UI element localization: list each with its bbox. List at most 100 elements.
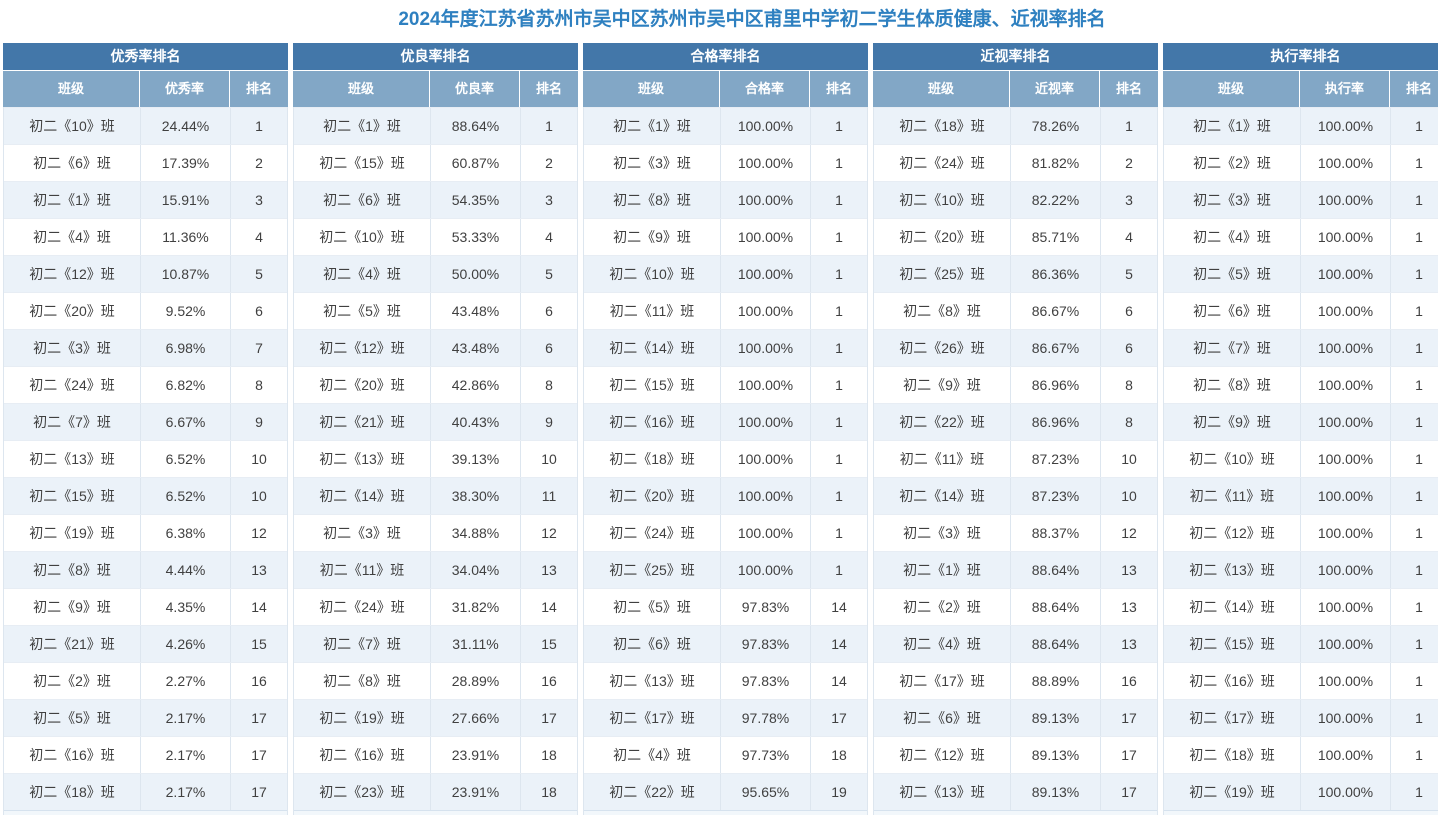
rank-cell: 2 — [1125, 155, 1133, 171]
rank-cell: 1 — [835, 229, 843, 245]
ranking-table-4: 近视率排名 班级 近视率 排名 初二《18》班 78.26% 1 初二《24》班 81.82% 2… — [873, 43, 1158, 815]
class-cell: 初二《5》班 — [294, 293, 431, 329]
rank-cell: 1 — [835, 118, 843, 134]
rate-cell: 6.38% — [141, 515, 231, 551]
rate-cell: 6.98% — [141, 330, 231, 366]
rank-cell: 12 — [1121, 525, 1137, 541]
class-cell: 初二《15》班 — [4, 478, 141, 514]
rank-cell: 1 — [1125, 118, 1133, 134]
rate-cell: 28.89% — [431, 663, 521, 699]
rate-cell: 34.88% — [431, 515, 521, 551]
table-row: 初二《18》班 100.00% 1 — [584, 440, 867, 477]
class-cell: 初二《13》班 — [584, 663, 721, 699]
table-row: 初二《20》班 100.00% 1 — [584, 477, 867, 514]
table-body: 初二《1》班 88.64% 1 初二《15》班 60.87% 2 初二《6》班 54.35% 3… — [293, 107, 578, 815]
table-row: 初二《17》班 100.00% 1 — [1164, 699, 1438, 736]
rank-cell: 10 — [251, 488, 267, 504]
rank-cell: 17 — [541, 710, 557, 726]
rate-cell: 81.82% — [1011, 145, 1101, 181]
rank-cell: 1 — [1415, 710, 1423, 726]
table-row: 初二《25》班 100.00% 1 — [584, 551, 867, 588]
rate-cell: 100.00% — [721, 182, 811, 218]
rate-cell: 100.00% — [1301, 108, 1391, 144]
table-row: 初二《9》班 100.00% 1 — [584, 218, 867, 255]
rate-cell: 100.00% — [721, 293, 811, 329]
clipped-row — [1164, 810, 1438, 815]
rank-cell: 12 — [541, 525, 557, 541]
rate-cell: 100.00% — [1301, 330, 1391, 366]
table-row: 初二《22》班 95.65% 19 — [584, 773, 867, 810]
rate-cell: 4.26% — [141, 626, 231, 662]
rank-cell: 17 — [1121, 710, 1137, 726]
table-row: 初二《3》班 100.00% 1 — [1164, 181, 1438, 218]
rank-cell: 1 — [545, 118, 553, 134]
rank-cell: 1 — [1415, 784, 1423, 800]
rank-cell: 1 — [835, 377, 843, 393]
table-row: 初二《10》班 24.44% 1 — [4, 107, 287, 144]
class-cell: 初二《13》班 — [4, 441, 141, 477]
table-row: 初二《6》班 97.83% 14 — [584, 625, 867, 662]
table-row: 初二《19》班 100.00% 1 — [1164, 773, 1438, 810]
rank-cell: 1 — [1415, 340, 1423, 356]
rate-cell: 88.64% — [1011, 626, 1101, 662]
rank-cell: 10 — [1121, 488, 1137, 504]
table-row: 初二《16》班 23.91% 18 — [294, 736, 577, 773]
rate-cell: 100.00% — [1301, 515, 1391, 551]
class-cell: 初二《3》班 — [1164, 182, 1301, 218]
table-row: 初二《21》班 40.43% 9 — [294, 403, 577, 440]
table-row: 初二《12》班 89.13% 17 — [874, 736, 1157, 773]
column-header: 近视率 — [1010, 71, 1100, 107]
column-header: 合格率 — [720, 71, 810, 107]
rate-cell: 17.39% — [141, 145, 231, 181]
class-cell: 初二《11》班 — [294, 552, 431, 588]
rate-cell: 88.64% — [431, 108, 521, 144]
table-row: 初二《1》班 100.00% 1 — [584, 107, 867, 144]
rate-cell: 88.64% — [1011, 552, 1101, 588]
class-cell: 初二《12》班 — [1164, 515, 1301, 551]
rate-cell: 2.17% — [141, 737, 231, 773]
table-row: 初二《4》班 11.36% 4 — [4, 218, 287, 255]
rank-cell: 6 — [1125, 340, 1133, 356]
class-cell: 初二《1》班 — [294, 108, 431, 144]
rate-cell: 100.00% — [721, 552, 811, 588]
table-header-row: 班级 合格率 排名 — [583, 71, 868, 107]
class-cell: 初二《9》班 — [1164, 404, 1301, 440]
table-body: 初二《18》班 78.26% 1 初二《24》班 81.82% 2 初二《10》班 82.22… — [873, 107, 1158, 815]
rate-cell: 6.67% — [141, 404, 231, 440]
class-cell: 初二《20》班 — [874, 219, 1011, 255]
class-cell: 初二《10》班 — [4, 108, 141, 144]
table-title: 执行率排名 — [1163, 43, 1438, 70]
table-row: 初二《18》班 78.26% 1 — [874, 107, 1157, 144]
table-row: 初二《4》班 97.73% 18 — [584, 736, 867, 773]
class-cell: 初二《24》班 — [4, 367, 141, 403]
class-cell: 初二《17》班 — [1164, 700, 1301, 736]
rank-cell: 4 — [1125, 229, 1133, 245]
table-row: 初二《6》班 17.39% 2 — [4, 144, 287, 181]
rank-cell: 1 — [1415, 451, 1423, 467]
table-row: 初二《3》班 100.00% 1 — [584, 144, 867, 181]
table-row: 初二《6》班 89.13% 17 — [874, 699, 1157, 736]
rate-cell: 43.48% — [431, 330, 521, 366]
rate-cell: 87.23% — [1011, 441, 1101, 477]
class-cell: 初二《13》班 — [874, 774, 1011, 810]
rate-cell: 6.52% — [141, 478, 231, 514]
rank-cell: 1 — [1415, 488, 1423, 504]
class-cell: 初二《4》班 — [1164, 219, 1301, 255]
rate-cell: 86.67% — [1011, 293, 1101, 329]
rate-cell: 53.33% — [431, 219, 521, 255]
rate-cell: 100.00% — [721, 108, 811, 144]
table-row: 初二《12》班 100.00% 1 — [1164, 514, 1438, 551]
table-row: 初二《5》班 2.17% 17 — [4, 699, 287, 736]
table-header-row: 班级 优良率 排名 — [293, 71, 578, 107]
class-cell: 初二《17》班 — [584, 700, 721, 736]
table-row: 初二《11》班 34.04% 13 — [294, 551, 577, 588]
class-cell: 初二《19》班 — [294, 700, 431, 736]
class-cell: 初二《16》班 — [294, 737, 431, 773]
rate-cell: 78.26% — [1011, 108, 1101, 144]
class-cell: 初二《7》班 — [294, 626, 431, 662]
column-header: 排名 — [520, 71, 578, 107]
rank-cell: 11 — [541, 488, 557, 504]
rate-cell: 100.00% — [1301, 663, 1391, 699]
class-cell: 初二《16》班 — [4, 737, 141, 773]
rate-cell: 23.91% — [431, 774, 521, 810]
